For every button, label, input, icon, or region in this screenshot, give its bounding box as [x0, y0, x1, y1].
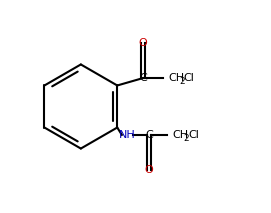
Text: C: C: [145, 130, 153, 140]
Text: 2: 2: [180, 77, 185, 86]
Text: CH: CH: [168, 73, 184, 83]
Text: O: O: [145, 165, 154, 175]
Text: CH: CH: [172, 130, 188, 140]
Text: O: O: [138, 38, 147, 48]
Text: C: C: [139, 73, 147, 83]
Text: Cl: Cl: [184, 73, 195, 83]
Text: NH: NH: [119, 130, 136, 140]
Text: 2: 2: [184, 134, 189, 142]
Text: Cl: Cl: [188, 130, 199, 140]
